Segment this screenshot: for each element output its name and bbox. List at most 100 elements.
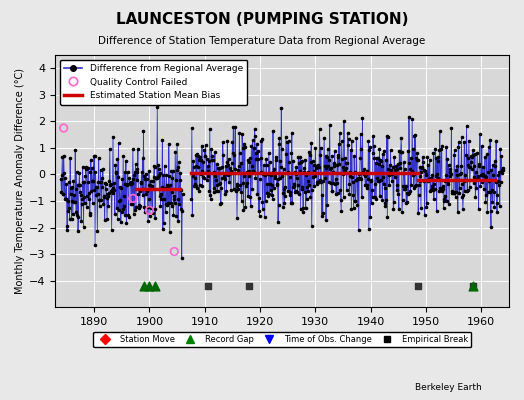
Point xyxy=(133,177,141,184)
Point xyxy=(487,167,496,174)
Point xyxy=(75,182,83,188)
Point xyxy=(89,178,97,185)
Point xyxy=(245,283,253,289)
Point xyxy=(60,170,68,176)
Point xyxy=(386,171,394,177)
Point xyxy=(278,190,287,197)
Point xyxy=(305,148,313,155)
Point xyxy=(176,176,184,183)
Point xyxy=(345,181,353,187)
Point xyxy=(332,176,340,182)
Point xyxy=(223,138,232,144)
Point xyxy=(255,213,264,220)
Point xyxy=(70,199,78,205)
Point xyxy=(331,181,340,187)
Point xyxy=(167,200,175,206)
Point xyxy=(195,182,204,188)
Point xyxy=(330,160,338,166)
Point xyxy=(79,223,88,230)
Point xyxy=(421,168,429,174)
Point xyxy=(290,182,298,189)
Point xyxy=(291,169,299,175)
Point xyxy=(461,172,470,178)
Point xyxy=(88,164,96,171)
Point xyxy=(164,200,172,206)
Point xyxy=(160,163,169,169)
Point xyxy=(413,149,421,156)
Point xyxy=(275,141,283,147)
Point xyxy=(446,173,454,180)
Point xyxy=(338,156,346,162)
Point xyxy=(138,155,147,162)
Point xyxy=(434,175,442,181)
Point xyxy=(458,180,466,187)
Point xyxy=(255,207,263,214)
Point xyxy=(239,180,247,186)
Point xyxy=(435,188,443,194)
Point xyxy=(134,191,143,198)
Point xyxy=(320,170,328,176)
Point xyxy=(163,185,172,191)
Point xyxy=(253,141,261,147)
Point xyxy=(113,216,122,222)
Point xyxy=(364,175,372,182)
Point xyxy=(485,178,494,184)
Point xyxy=(318,191,326,198)
Point xyxy=(342,160,350,166)
Point xyxy=(161,184,169,191)
Point xyxy=(113,156,122,162)
Point xyxy=(218,163,226,170)
Point xyxy=(431,146,440,152)
Point xyxy=(174,196,183,202)
Point xyxy=(73,182,82,188)
Point xyxy=(66,216,74,222)
Point xyxy=(149,174,158,180)
Point xyxy=(298,186,307,192)
Point xyxy=(201,153,210,159)
Point xyxy=(399,170,408,176)
Point xyxy=(74,228,82,234)
Point xyxy=(159,220,168,226)
Point xyxy=(132,203,140,210)
Point xyxy=(146,182,155,189)
Point xyxy=(375,145,384,152)
Point xyxy=(370,194,379,200)
Point xyxy=(343,160,352,166)
Point xyxy=(236,189,245,196)
Point xyxy=(240,172,248,179)
Point xyxy=(471,151,479,157)
Point xyxy=(198,168,206,174)
Point xyxy=(368,194,377,200)
Point xyxy=(335,161,344,168)
Point xyxy=(140,173,148,179)
Point xyxy=(192,162,201,169)
Point xyxy=(363,185,371,192)
Point xyxy=(290,188,299,195)
Point xyxy=(219,139,227,145)
Point xyxy=(391,174,399,180)
Point xyxy=(90,153,98,160)
Point xyxy=(306,194,314,200)
Point xyxy=(119,153,127,159)
Point xyxy=(289,184,298,190)
Point xyxy=(347,147,355,153)
Point xyxy=(424,176,433,182)
Point xyxy=(72,168,81,175)
Point xyxy=(409,146,417,152)
Point xyxy=(266,159,274,166)
Point xyxy=(80,194,89,200)
Point xyxy=(132,161,140,168)
Point xyxy=(71,186,80,192)
Point xyxy=(425,176,433,182)
Point xyxy=(462,177,470,183)
Point xyxy=(484,188,492,195)
Point xyxy=(156,192,164,199)
Point xyxy=(489,162,497,168)
Point xyxy=(98,175,106,181)
Point xyxy=(293,175,301,182)
Point xyxy=(482,198,490,205)
Point xyxy=(463,188,471,194)
Point xyxy=(243,180,252,186)
Point xyxy=(362,171,370,177)
Point xyxy=(154,174,162,180)
